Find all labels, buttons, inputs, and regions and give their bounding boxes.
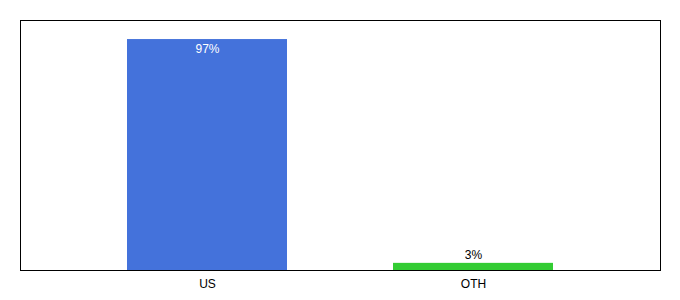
- svg-text:OTH: OTH: [461, 277, 486, 291]
- svg-text:3%: 3%: [465, 248, 483, 262]
- svg-text:97%: 97%: [195, 42, 219, 56]
- svg-text:US: US: [199, 277, 216, 291]
